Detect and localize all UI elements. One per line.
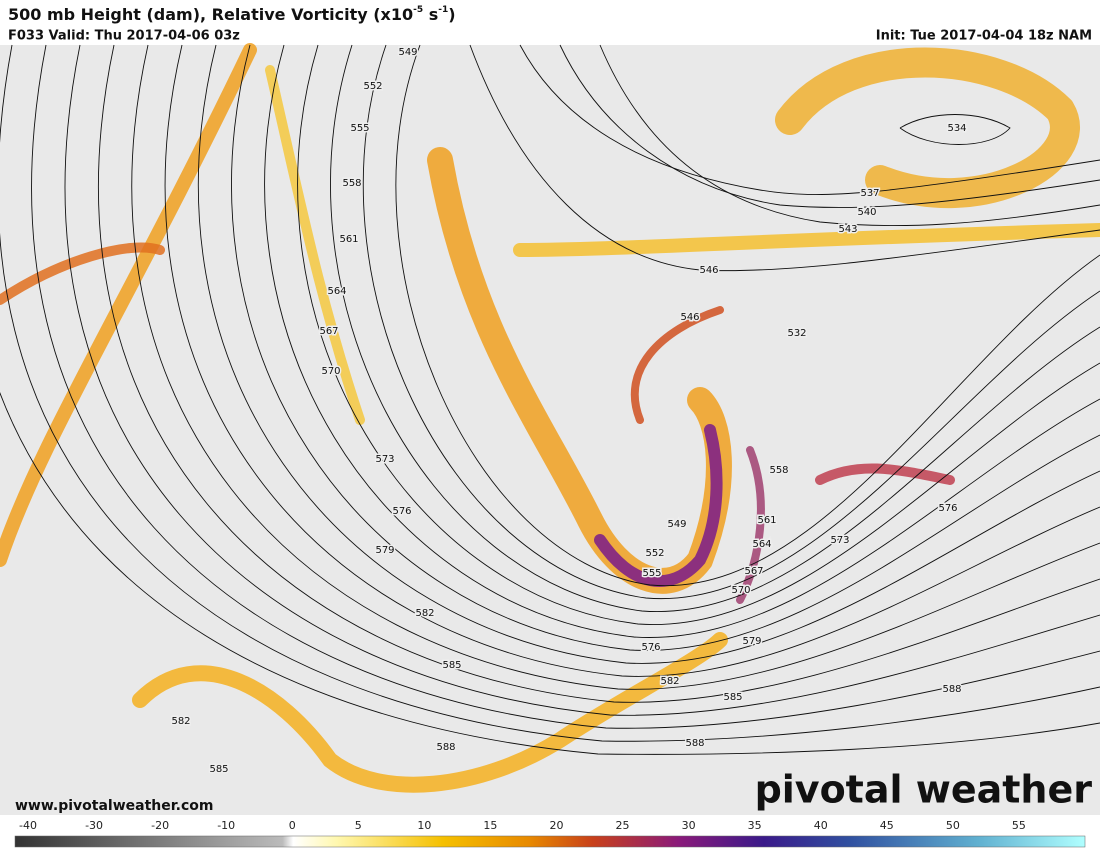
colorbar — [14, 835, 1086, 848]
contour-label: 558 — [342, 178, 361, 189]
contour-line — [64, 44, 1100, 716]
contour-line — [362, 44, 1100, 600]
contour-label: 567 — [319, 326, 338, 337]
contour-label: 540 — [857, 207, 876, 218]
colorbar-label: 0 — [289, 819, 296, 832]
contour-line — [164, 44, 1100, 677]
contour-label: 579 — [742, 636, 761, 647]
contour-label: 549 — [667, 519, 686, 530]
colorbar-label: 45 — [880, 819, 894, 832]
contour-label: 567 — [744, 566, 763, 577]
contour-label: 576 — [938, 503, 957, 514]
colorbar-label: 35 — [748, 819, 762, 832]
contour-label: 564 — [327, 286, 346, 297]
contour-line — [0, 44, 1100, 742]
contour-label: 561 — [339, 234, 358, 245]
colorbar-label: 40 — [814, 819, 828, 832]
vorticity-shading — [0, 43, 1100, 793]
contour-label: 558 — [769, 465, 788, 476]
contour-label: 552 — [363, 81, 382, 92]
colorbar-label: -20 — [151, 819, 169, 832]
contour-label: 537 — [860, 188, 879, 199]
contour-label: 573 — [375, 454, 394, 465]
contour-label: 555 — [642, 568, 661, 579]
contour-line — [98, 44, 1100, 703]
colorbar-label: -10 — [217, 819, 235, 832]
colorbar-label: -30 — [85, 819, 103, 832]
contour-label: 576 — [641, 642, 660, 653]
colorbar-label: -40 — [19, 819, 37, 832]
contour-label: 588 — [685, 738, 704, 749]
website: www.pivotalweather.com — [15, 798, 214, 814]
contour-label: 532 — [787, 328, 806, 339]
contour-label: 582 — [171, 716, 190, 727]
contour-line — [231, 44, 1100, 651]
colorbar-label: 50 — [946, 819, 960, 832]
contour-line — [31, 44, 1100, 729]
contour-line — [395, 44, 1100, 587]
contour-label: 570 — [731, 585, 750, 596]
colorbar-label: 20 — [549, 819, 563, 832]
colorbar-label: 15 — [483, 819, 497, 832]
colorbar-label: 55 — [1012, 819, 1026, 832]
contour-label: 579 — [375, 545, 394, 556]
contour-label: 555 — [350, 123, 369, 134]
contour-label: 546 — [699, 265, 718, 276]
colorbar-label: 10 — [417, 819, 431, 832]
contour-line — [264, 44, 1100, 638]
contour-label: 588 — [436, 742, 455, 753]
contour-line — [131, 44, 1100, 690]
contour-label: 546 — [680, 312, 699, 323]
colorbar-label: 30 — [682, 819, 696, 832]
colorbar-labels: -40 -30 -20 -10 0 5 10 15 20 25 30 35 40 45 50 55 — [19, 819, 1026, 832]
contour-label: 570 — [321, 366, 340, 377]
contour-label: 585 — [209, 764, 228, 775]
init-time: Init: Tue 2017-04-04 18z NAM — [876, 29, 1092, 44]
height-contours — [0, 44, 1100, 755]
contour-label: 564 — [752, 539, 771, 550]
contour-label: 582 — [660, 676, 679, 687]
contour-label: 576 — [392, 506, 411, 517]
north-contours — [469, 44, 1100, 272]
contour-line — [297, 44, 1100, 625]
contour-line — [0, 391, 1100, 755]
contour-label: 534 — [947, 123, 966, 134]
contour-label: 588 — [942, 684, 961, 695]
logo: pivotal weather — [755, 768, 1093, 812]
contour-label: 561 — [757, 515, 776, 526]
valid-time: F033 Valid: Thu 2017-04-06 03z — [8, 29, 240, 44]
contour-label: 585 — [723, 692, 742, 703]
contour-label: 585 — [442, 660, 461, 671]
contour-line — [330, 44, 1100, 612]
contour-label: 573 — [830, 535, 849, 546]
contour-label: 543 — [838, 224, 857, 235]
colorbar-label: 5 — [355, 819, 362, 832]
contour-labels: 549 552 555 558 561 564 567 570 573 576 579 582 585 5… — [170, 46, 968, 777]
contour-label: 582 — [415, 608, 434, 619]
contour-line — [198, 44, 1100, 664]
title: 500 mb Height (dam), Relative Vorticity … — [8, 5, 456, 24]
contour-label: 549 — [398, 47, 417, 58]
colorbar-label: 25 — [616, 819, 630, 832]
contour-label: 552 — [645, 548, 664, 559]
